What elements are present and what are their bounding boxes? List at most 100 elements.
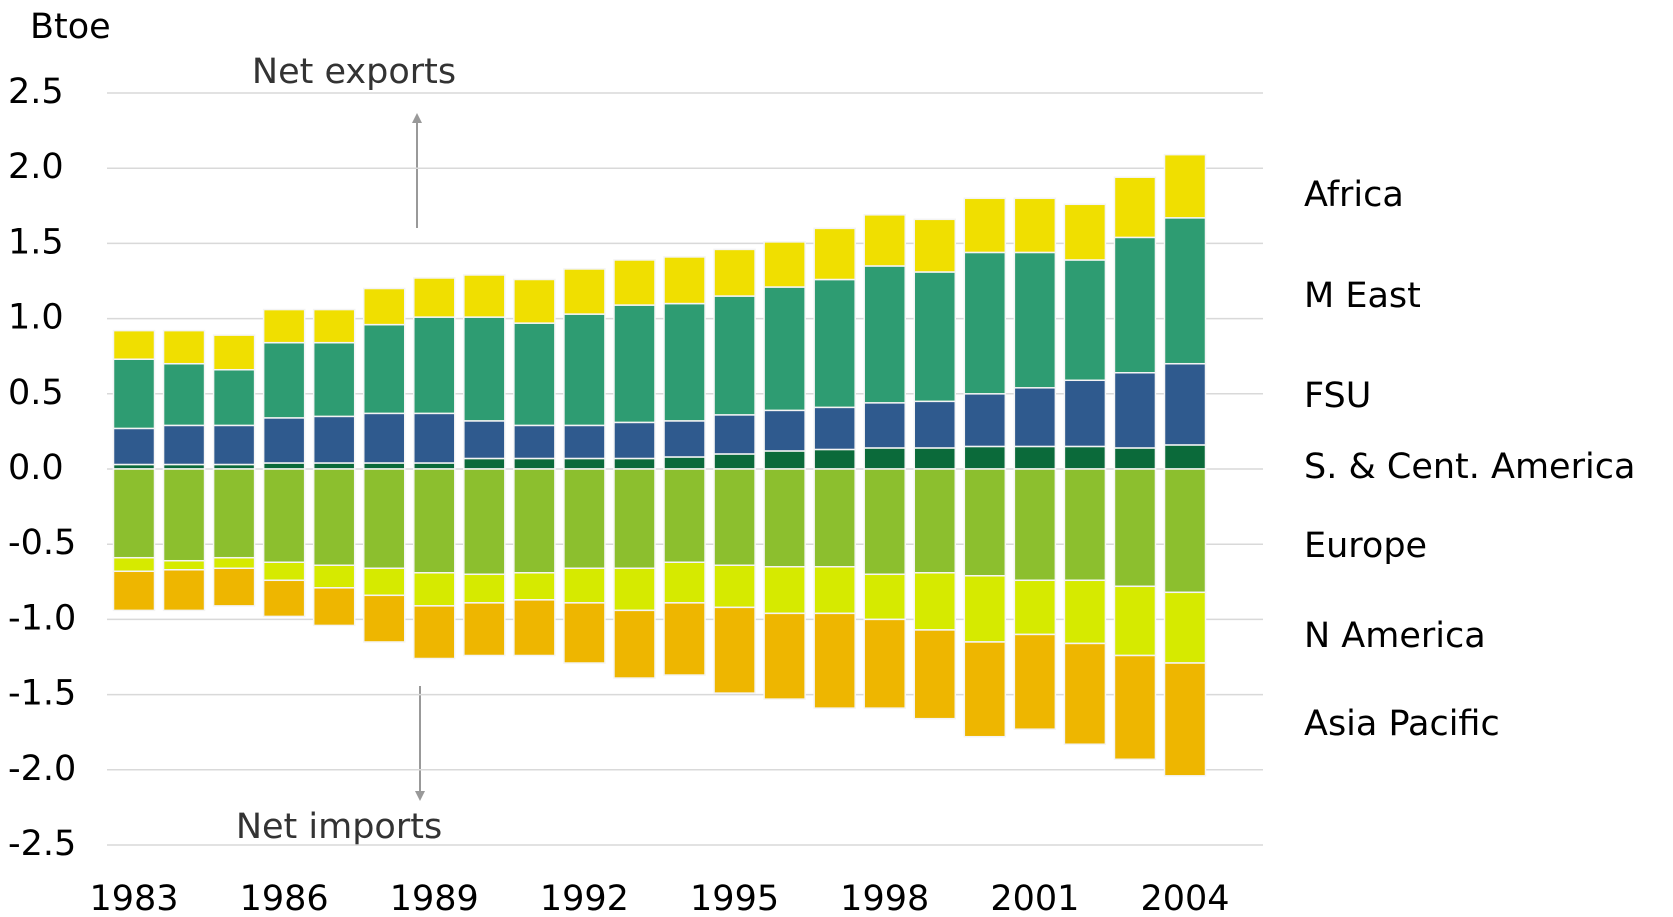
bar-segment (913, 629, 957, 720)
legend-label: M East (1304, 276, 1421, 316)
bar-segment (1013, 579, 1057, 636)
bar-segment (813, 227, 856, 281)
bar-segment (1063, 579, 1107, 645)
bar-segment (963, 251, 1007, 395)
bar-segment (1063, 642, 1107, 745)
bar-segment (613, 259, 656, 306)
bar-segment (262, 341, 306, 419)
bar-segment (1063, 468, 1107, 582)
bar-segment (1013, 633, 1057, 730)
bar-segment (713, 414, 756, 455)
bar-segment (112, 556, 156, 573)
bar-segment (763, 409, 806, 452)
bar-segment (913, 218, 957, 273)
x-tick-label: 1992 (540, 879, 629, 917)
bar-segment (463, 573, 506, 604)
bar-segment (1113, 585, 1157, 657)
bar-segment (413, 316, 456, 415)
bar-segment (1163, 662, 1207, 777)
y-tick-label: 0.5 (8, 373, 64, 413)
bar-segment (1063, 379, 1107, 448)
bar-segment (1113, 447, 1157, 470)
x-tick-label: 1986 (240, 879, 329, 917)
bar-segment (1013, 197, 1057, 254)
bar-segment (1163, 591, 1207, 664)
bar-segment (963, 641, 1007, 738)
bar-segment (613, 567, 656, 612)
bar-segment (663, 256, 706, 305)
bar-segment (513, 599, 556, 657)
bar-segment (362, 468, 406, 570)
bar-segment (312, 308, 356, 344)
bar-segment (463, 316, 506, 422)
bar-segment (312, 462, 356, 470)
bar-segment (463, 420, 506, 460)
bar-segment (863, 265, 906, 404)
bar-segment (362, 287, 406, 326)
bar-segment (563, 457, 606, 470)
annotation: Net exports (252, 52, 456, 92)
bar-segment (262, 462, 306, 470)
legend-label: N America (1304, 616, 1486, 656)
bar-segment (813, 406, 856, 451)
bar-segment (863, 447, 906, 470)
bar-segment (713, 606, 756, 694)
bar-segment (963, 197, 1007, 254)
legend-label: Europe (1304, 526, 1427, 566)
bar-segment (1063, 445, 1107, 470)
y-tick-label: 2.5 (8, 72, 64, 112)
bar-segment (763, 468, 806, 568)
bar-segment (663, 602, 706, 676)
bar-segment (312, 341, 356, 418)
bar-segment (262, 579, 306, 618)
bar-segment (1113, 176, 1157, 239)
bar-segment (1163, 153, 1207, 219)
annotation: Net imports (236, 807, 442, 847)
bar-segment (1113, 654, 1157, 761)
x-tick-label: 2001 (990, 879, 1079, 917)
y-tick-label: 1.5 (8, 222, 64, 262)
bar-segment (813, 566, 856, 615)
legend-label: Africa (1304, 175, 1404, 215)
bar-segment (913, 400, 957, 449)
bar-segment (162, 424, 206, 466)
bar-segment (413, 277, 456, 318)
bar-segment (212, 567, 256, 607)
bar-segment (1013, 468, 1057, 582)
bar-segment (963, 575, 1007, 643)
bar-segment (312, 415, 356, 464)
bar-segment (212, 556, 256, 570)
bar-segment (713, 564, 756, 609)
bar-segment (663, 302, 706, 422)
y-tick-label: -1.0 (8, 598, 76, 638)
y-tick-label: -2.5 (8, 824, 76, 864)
x-tick-label: 2004 (1140, 879, 1229, 917)
bar-segment (563, 424, 606, 460)
bar-segment (863, 402, 906, 449)
bar-segment (362, 412, 406, 464)
bar-segment (413, 462, 456, 470)
legend-label: FSU (1304, 376, 1371, 416)
bar-segment (463, 274, 506, 318)
bar-segment (913, 468, 957, 574)
bar-segment (513, 457, 556, 470)
bar-segment (963, 445, 1007, 470)
bar-segment (863, 618, 906, 709)
bar-segment (513, 278, 556, 324)
x-tick-label: 1983 (89, 879, 178, 917)
y-tick-label: -2.0 (8, 749, 76, 789)
bar-segment (162, 329, 206, 365)
bar-segment (513, 322, 556, 427)
bar-segment (463, 457, 506, 470)
bar-segment (262, 308, 306, 344)
x-tick-label: 1989 (390, 879, 479, 917)
bar-segment (613, 304, 656, 424)
y-tick-label: 1.0 (8, 298, 64, 338)
bar-segment (212, 368, 256, 427)
bar-segment (1163, 444, 1207, 470)
bar-segment (613, 457, 656, 470)
x-tick-label: 1998 (840, 879, 929, 917)
bar-segment (162, 362, 206, 427)
bar-segment (1163, 468, 1207, 594)
